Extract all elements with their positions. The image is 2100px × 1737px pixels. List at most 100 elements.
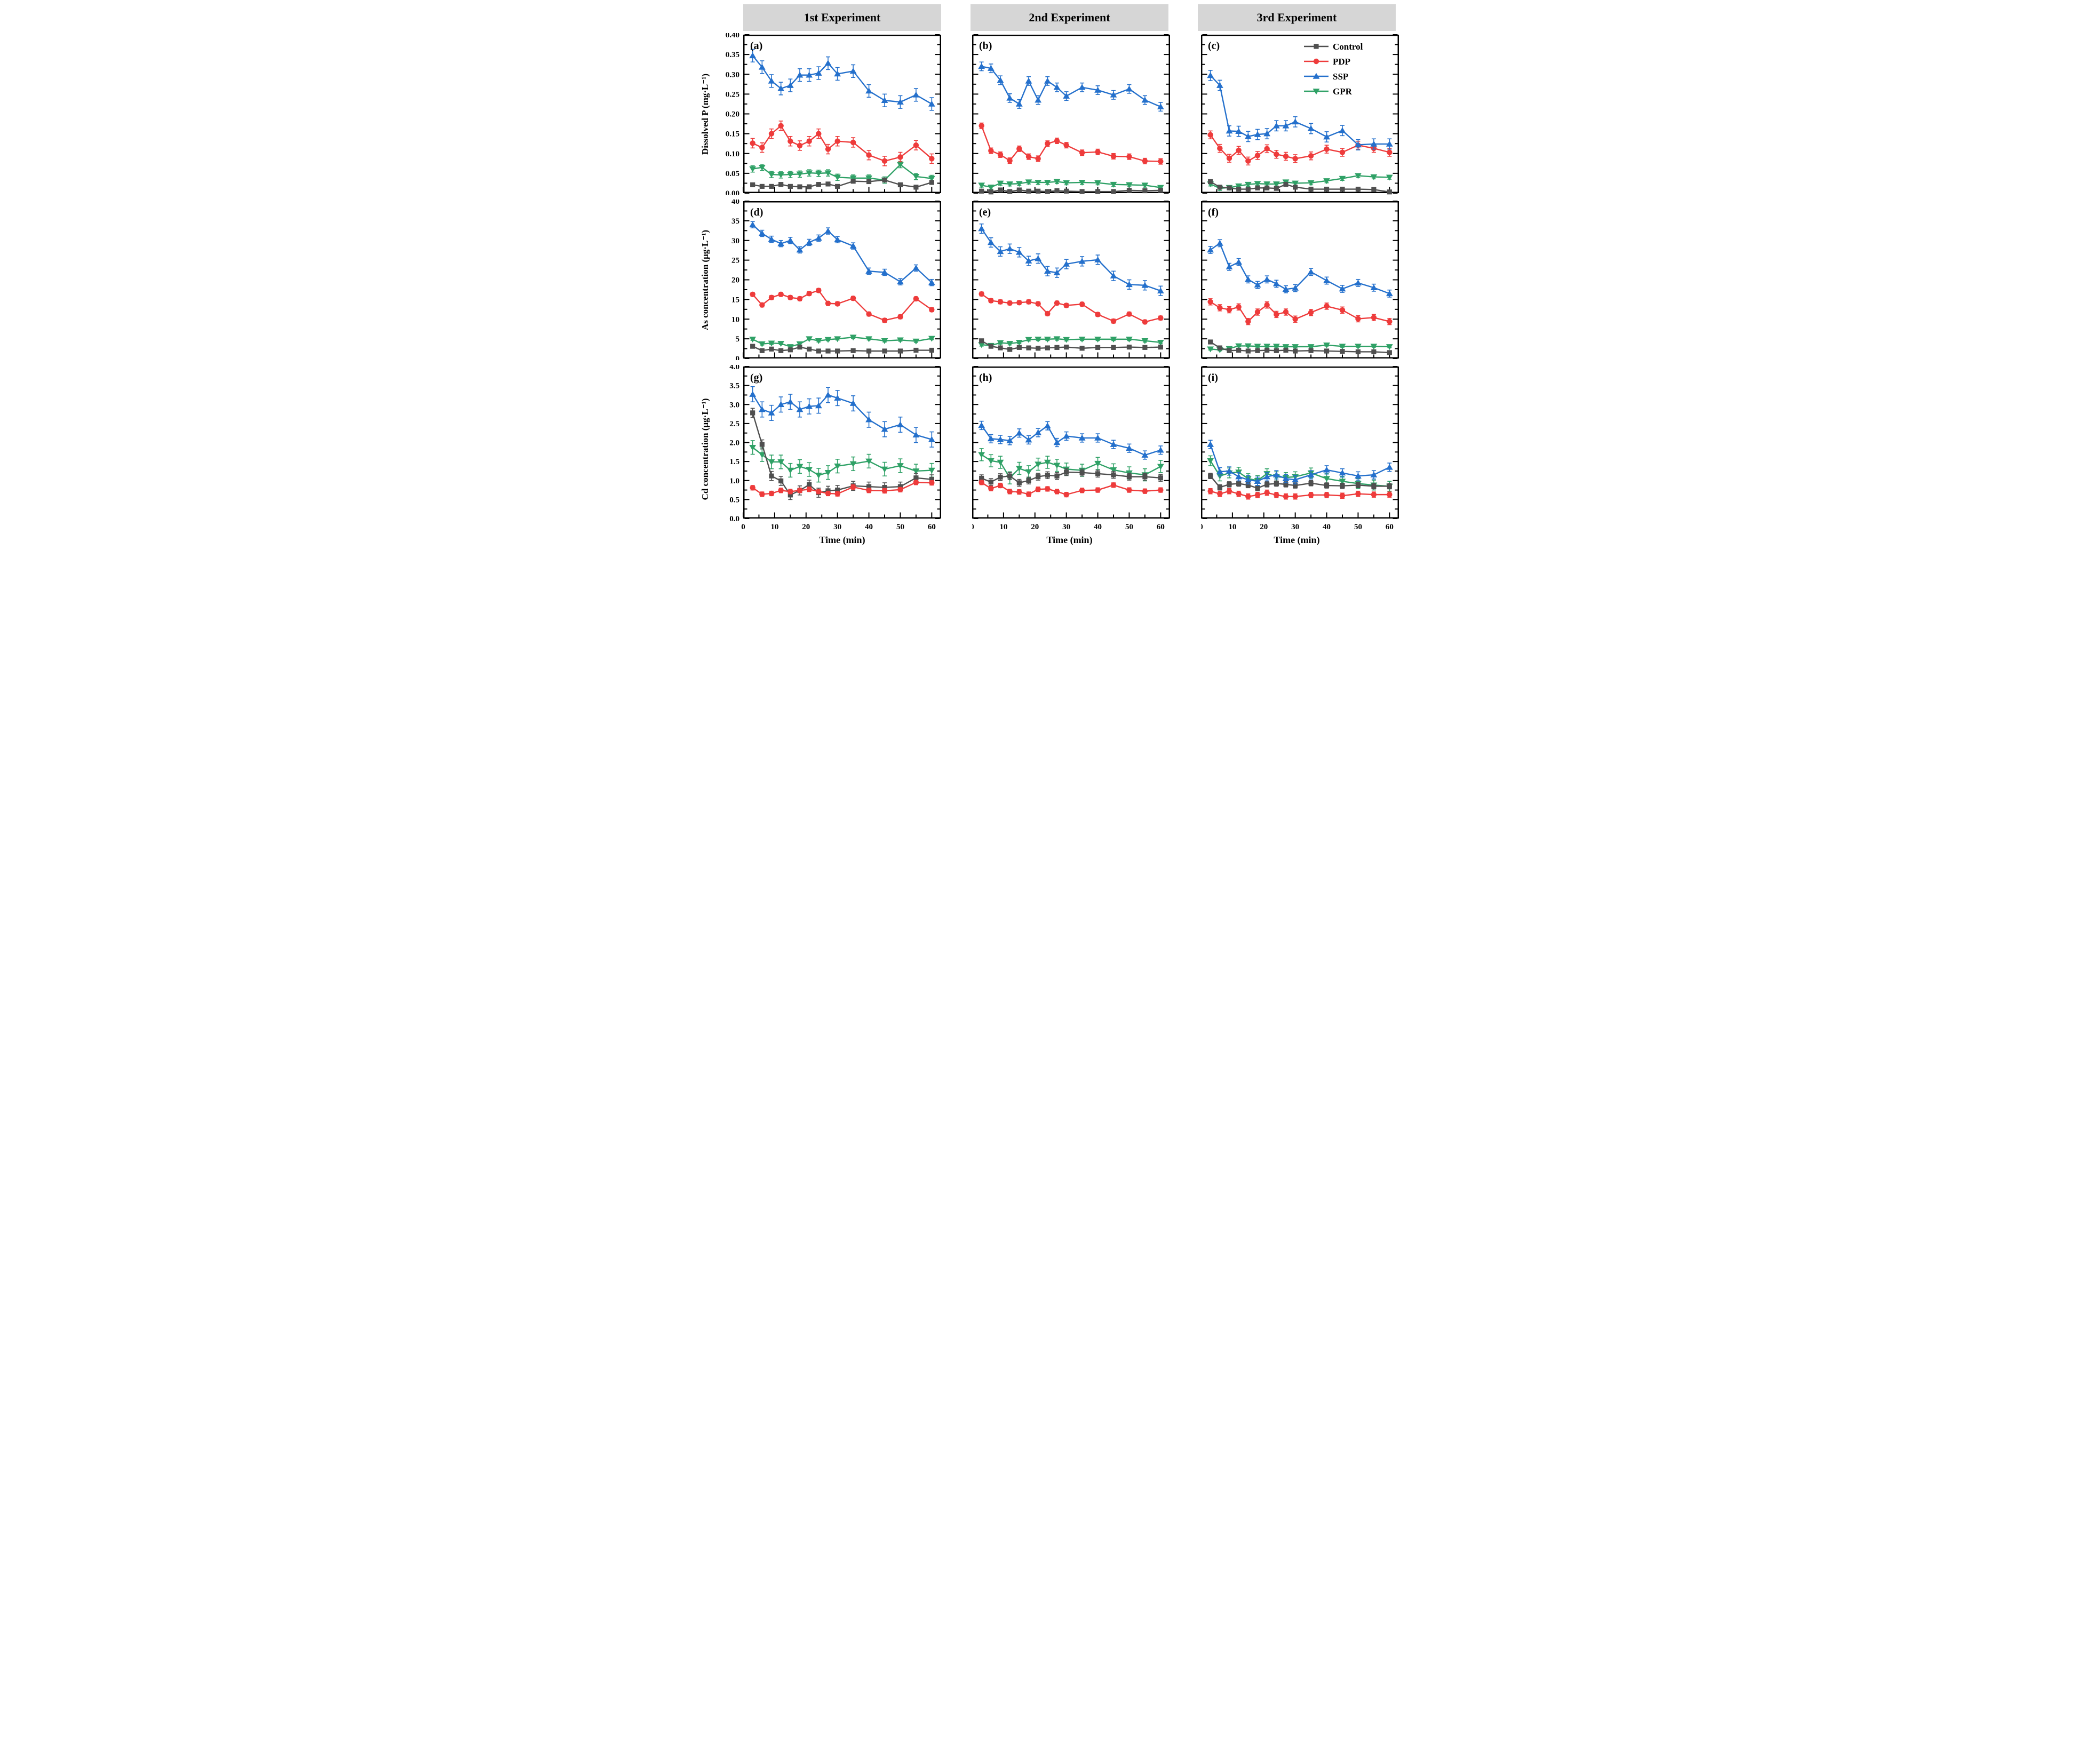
tick-label: 2.5 <box>729 420 739 428</box>
tick-label: 40 <box>865 523 873 531</box>
triangle-up-marker <box>1035 97 1042 103</box>
square-marker <box>998 474 1003 480</box>
triangle-up-marker <box>1025 77 1032 84</box>
circle-marker <box>1339 149 1346 155</box>
circle-marker <box>988 148 994 154</box>
square-marker <box>882 177 887 183</box>
triangle-down-marker <box>1244 343 1252 349</box>
triangle-up-marker <box>749 391 757 397</box>
triangle-up-marker <box>834 394 841 401</box>
triangle-up-marker <box>1235 259 1243 265</box>
triangle-up-marker <box>1207 72 1214 78</box>
row-cd-concentration: Cd concentration (μg·L⁻¹) 0 10 20 30 40 50 60 0… <box>698 365 1402 533</box>
square-marker <box>1054 473 1060 479</box>
triangle-down-marker <box>1025 469 1032 475</box>
triangle-down-marker <box>849 334 857 341</box>
triangle-up-marker <box>1235 128 1243 134</box>
column-header-1st-experiment: 1st Experiment <box>743 4 941 31</box>
square-marker <box>913 185 919 190</box>
square-marker <box>1126 188 1132 193</box>
square-marker <box>1387 189 1392 195</box>
tick-label: 50 <box>1354 523 1362 531</box>
triangle-down-marker <box>1044 459 1051 466</box>
series-control <box>979 468 1163 487</box>
square-marker <box>778 478 784 484</box>
legend-label-ssp: SSP <box>1333 71 1348 82</box>
series-line <box>1210 301 1390 322</box>
triangle-up-marker <box>1006 245 1014 252</box>
triangle-up-marker <box>1063 92 1070 99</box>
circle-marker <box>825 146 831 152</box>
tick-label: 5 <box>736 335 740 344</box>
square-marker <box>835 487 840 493</box>
circle-marker <box>1254 492 1261 498</box>
tick-label: 10 <box>999 523 1007 531</box>
triangle-up-marker <box>796 71 804 78</box>
triangle-up-marker <box>1226 128 1233 134</box>
series-line <box>1210 175 1390 189</box>
triangle-up-marker <box>1339 469 1346 476</box>
square-marker <box>1340 483 1345 489</box>
circle-marker <box>1292 493 1298 499</box>
series-line <box>981 181 1161 188</box>
triangle-up-marker <box>806 71 813 78</box>
square-marker <box>1079 346 1085 351</box>
triangle-down-marker <box>997 180 1004 187</box>
square-marker <box>816 348 821 354</box>
circle-marker <box>1045 310 1051 317</box>
circle-marker <box>1283 153 1289 160</box>
x-axis-title-col3: Time (min) <box>1274 535 1320 545</box>
tick-label: 20 <box>731 276 739 285</box>
triangle-down-marker <box>1323 476 1330 482</box>
legend-item-gpr: GPR <box>1304 86 1353 97</box>
triangle-up-marker <box>849 242 857 249</box>
triangle-up-marker <box>1110 441 1117 447</box>
triangle-up-marker <box>1157 103 1164 109</box>
triangle-down-marker <box>806 336 813 342</box>
triangle-up-marker <box>777 401 785 408</box>
square-marker <box>750 410 755 416</box>
circle-marker <box>788 138 793 144</box>
square-marker <box>1095 189 1101 194</box>
square-marker <box>1293 185 1298 190</box>
tick-label: 40 <box>1094 523 1102 531</box>
square-marker <box>1208 179 1213 185</box>
triangle-down-marker <box>1025 337 1032 343</box>
legend-label-pdp: PDP <box>1333 57 1350 67</box>
circle-marker <box>834 301 840 307</box>
triangle-up-marker <box>881 426 888 432</box>
axis-ticks <box>743 34 940 194</box>
tick-label: 0.00 <box>726 189 739 195</box>
triangle-up-marker <box>1110 91 1117 98</box>
square-marker <box>1054 188 1060 194</box>
square-marker <box>1283 347 1288 353</box>
triangle-up-marker <box>997 436 1004 442</box>
column-header-3rd-experiment: 3rd Experiment <box>1198 4 1396 31</box>
triangle-down-marker <box>1053 336 1061 342</box>
circle-marker <box>1245 318 1251 324</box>
axis-ticks <box>743 201 940 359</box>
tick-label: 0 <box>736 355 740 360</box>
triangle-up-marker <box>1307 471 1315 477</box>
triangle-down-marker <box>1035 337 1042 343</box>
square-marker <box>1079 189 1085 194</box>
triangle-up-marker <box>768 77 775 84</box>
circle-marker <box>897 314 903 320</box>
square-marker <box>1217 185 1222 190</box>
square-marker <box>759 184 765 189</box>
triangle-up-marker <box>865 87 872 94</box>
circle-marker <box>1254 153 1261 158</box>
triangle-up-marker <box>786 82 794 88</box>
square-marker <box>1045 473 1050 478</box>
triangle-up-marker <box>1226 467 1233 474</box>
square-marker <box>1371 349 1377 355</box>
square-marker <box>998 345 1003 350</box>
series-ssp <box>1207 70 1393 150</box>
series-line <box>752 482 932 495</box>
triangle-down-marker <box>1063 180 1070 186</box>
triangle-up-marker <box>1386 140 1393 147</box>
circle-marker <box>1079 488 1085 493</box>
circle-marker <box>1054 489 1060 495</box>
triangle-up-marker <box>1244 276 1252 282</box>
triangle-up-marker <box>1254 131 1261 137</box>
